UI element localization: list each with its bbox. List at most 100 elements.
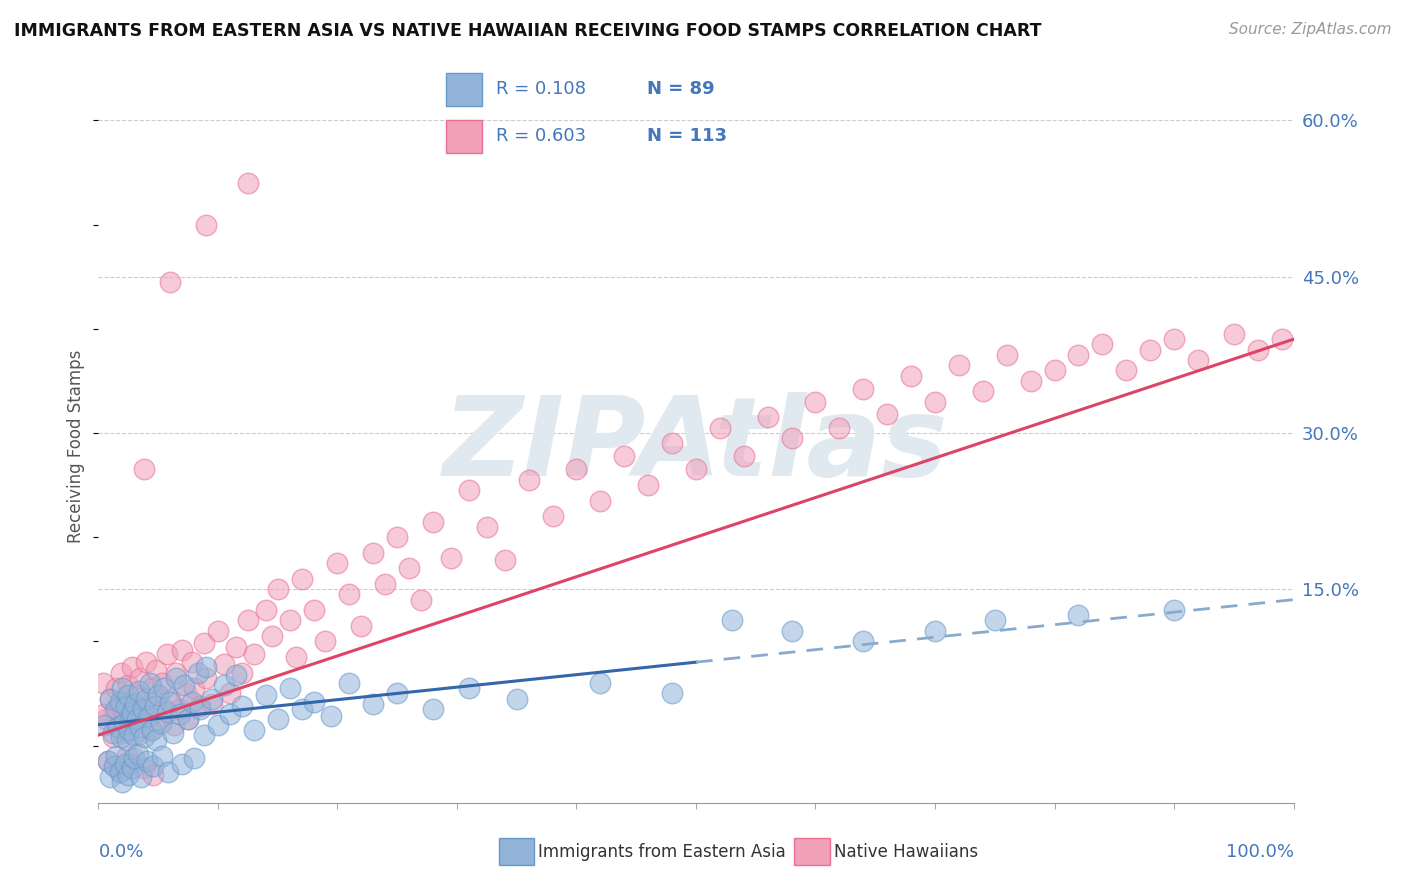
Point xyxy=(243,647,266,661)
Point xyxy=(135,691,157,706)
Point xyxy=(780,624,803,638)
Point xyxy=(948,358,970,372)
Point xyxy=(721,614,744,628)
Point xyxy=(756,410,779,425)
Point xyxy=(132,462,155,476)
Point xyxy=(128,684,150,698)
Point xyxy=(440,551,463,566)
Point xyxy=(1067,608,1090,623)
Y-axis label: Receiving Food Stamps: Receiving Food Stamps xyxy=(67,350,86,542)
Point xyxy=(141,681,163,696)
Point xyxy=(188,702,211,716)
Point xyxy=(201,691,224,706)
Point xyxy=(155,647,177,661)
Point xyxy=(187,665,209,680)
Point xyxy=(127,747,149,761)
Point xyxy=(121,705,143,719)
Point xyxy=(506,691,529,706)
Point xyxy=(93,707,115,722)
Point xyxy=(124,728,146,742)
Point xyxy=(284,649,307,664)
Point xyxy=(565,462,588,476)
Point xyxy=(267,582,290,597)
Point xyxy=(458,681,481,696)
Point xyxy=(107,720,129,734)
Point xyxy=(141,723,163,737)
Point xyxy=(219,686,242,700)
Text: IMMIGRANTS FROM EASTERN ASIA VS NATIVE HAWAIIAN RECEIVING FOOD STAMPS CORRELATIO: IMMIGRANTS FROM EASTERN ASIA VS NATIVE H… xyxy=(14,22,1042,40)
Point xyxy=(183,751,205,765)
Point xyxy=(385,686,409,700)
Point xyxy=(589,493,612,508)
Point xyxy=(243,723,266,737)
Text: 100.0%: 100.0% xyxy=(1226,843,1294,861)
Point xyxy=(153,702,176,716)
Point xyxy=(103,759,125,773)
Point xyxy=(117,689,139,703)
Point xyxy=(117,767,139,781)
Point xyxy=(422,702,444,716)
Point xyxy=(180,655,202,669)
Point xyxy=(105,681,128,696)
Point xyxy=(733,449,755,463)
Point xyxy=(110,665,132,680)
Point xyxy=(120,757,142,772)
Point xyxy=(165,671,187,685)
Point xyxy=(363,546,385,560)
Point xyxy=(1187,353,1209,368)
Point xyxy=(709,421,731,435)
Point xyxy=(398,561,420,575)
Point xyxy=(995,348,1018,362)
Point xyxy=(159,275,181,289)
Point xyxy=(589,676,612,690)
Point xyxy=(107,698,129,713)
Point xyxy=(132,730,155,744)
Point xyxy=(148,689,170,703)
Point xyxy=(165,665,187,680)
Point xyxy=(131,702,153,716)
Point xyxy=(108,764,131,779)
Point xyxy=(385,530,409,544)
Point xyxy=(117,678,139,692)
Point xyxy=(98,691,122,706)
Point xyxy=(339,587,360,601)
Point xyxy=(254,603,277,617)
Point xyxy=(94,713,117,727)
Point xyxy=(475,520,498,534)
Point xyxy=(115,748,138,763)
Point xyxy=(149,715,172,730)
Point xyxy=(172,757,194,772)
Point xyxy=(136,754,159,768)
Point xyxy=(121,660,143,674)
Point xyxy=(780,431,803,445)
Point xyxy=(105,748,128,763)
Point xyxy=(156,764,179,779)
Text: N = 113: N = 113 xyxy=(647,128,727,145)
Point xyxy=(194,671,218,685)
Point xyxy=(108,695,131,709)
Point xyxy=(125,713,148,727)
Point xyxy=(111,681,134,696)
Point xyxy=(422,515,444,529)
Point xyxy=(876,407,898,421)
Point xyxy=(139,723,162,737)
Point xyxy=(1246,343,1268,357)
Point xyxy=(661,686,683,700)
Point xyxy=(321,709,343,723)
Point xyxy=(494,553,516,567)
Text: R = 0.603: R = 0.603 xyxy=(496,128,586,145)
Point xyxy=(315,634,337,648)
Point xyxy=(201,697,224,711)
Point xyxy=(193,636,215,650)
Point xyxy=(115,733,138,747)
Point xyxy=(148,713,170,727)
Point xyxy=(193,728,215,742)
Point xyxy=(613,449,636,463)
Point xyxy=(142,759,165,773)
Text: ZIPAtlas: ZIPAtlas xyxy=(443,392,949,500)
Point xyxy=(219,707,242,722)
Text: Native Hawaiians: Native Hawaiians xyxy=(834,843,979,861)
Point xyxy=(685,462,707,476)
Point xyxy=(124,715,146,730)
Text: Immigrants from Eastern Asia: Immigrants from Eastern Asia xyxy=(538,843,786,861)
